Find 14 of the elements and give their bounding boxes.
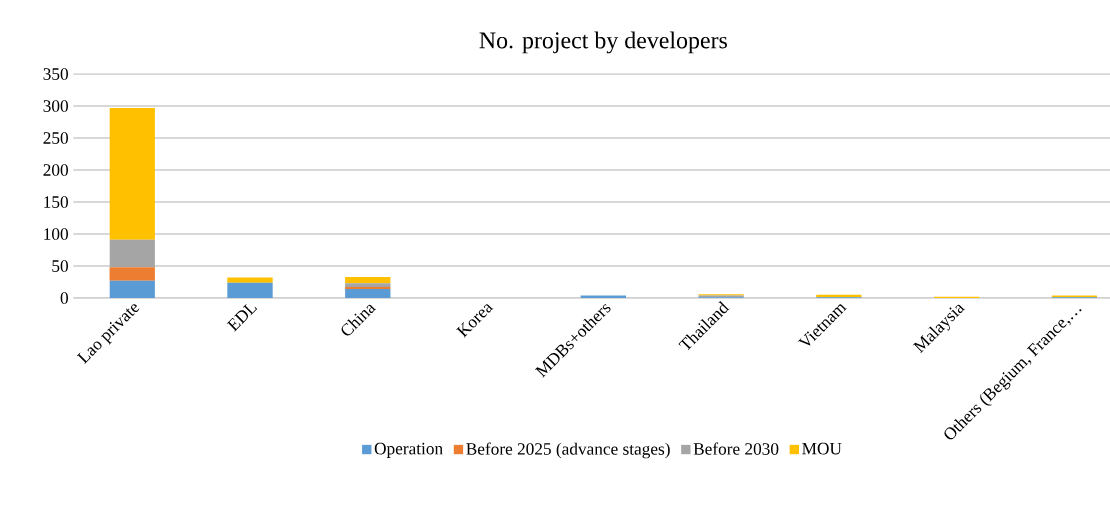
y-tick-label: 150: [44, 196, 68, 208]
legend-label: Operation: [374, 442, 443, 458]
y-tick-label: 100: [44, 228, 68, 240]
y-tick-label: 250: [43, 132, 68, 144]
y-tick-label: 50: [52, 260, 68, 272]
y-tick-label: 0: [60, 292, 68, 304]
legend-label: Before 2025 (advance stages): [466, 442, 670, 459]
x-tick-label: EDL: [226, 303, 258, 332]
legend-label: Before 2030: [693, 442, 779, 455]
y-tick-label: 350: [43, 68, 68, 80]
legend-label: MOU: [802, 442, 842, 455]
chart-title: No. project by developers: [479, 31, 727, 54]
y-tick-label: 300: [43, 100, 68, 112]
y-tick-label: 200: [43, 164, 68, 176]
